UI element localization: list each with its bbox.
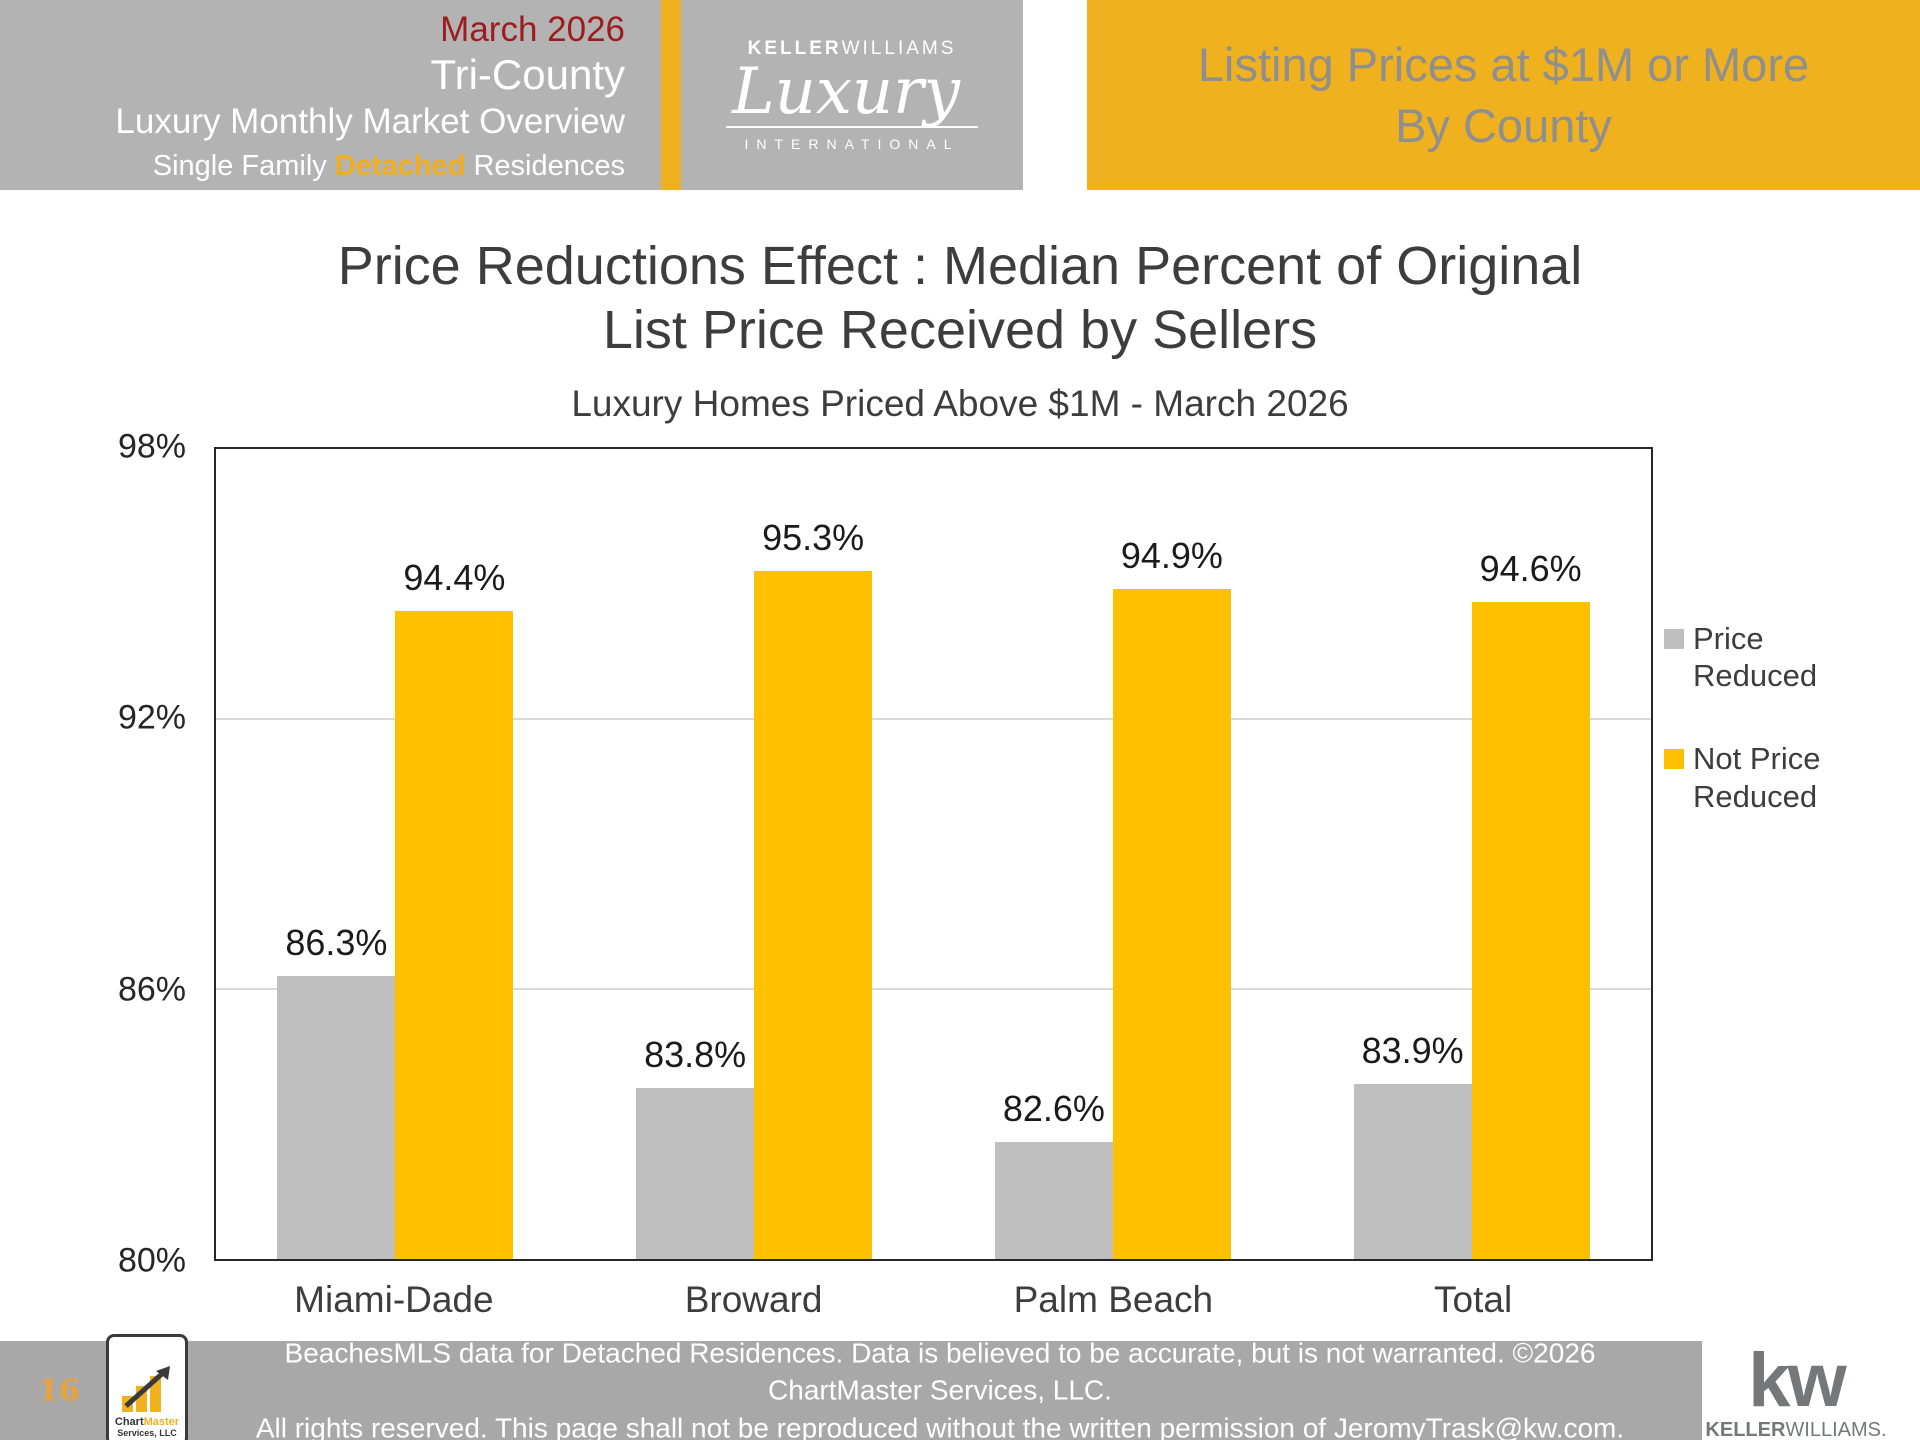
trend-arrow-icon [124, 1365, 170, 1408]
bar-value-label: 82.6% [1002, 1088, 1105, 1129]
header-subtitle: Single Family Detached Residences [153, 150, 625, 183]
legend-swatch [1664, 749, 1684, 770]
legend-item: Not Price Reduced [1664, 740, 1914, 814]
bar [1471, 602, 1590, 1259]
bar-value-label: 83.8% [644, 1034, 747, 1075]
bar-value-label: 83.9% [1361, 1029, 1464, 1071]
y-axis-labels: 80% 86% 92% 98% [0, 428, 200, 1280]
x-axis-label: Palm Beach [1013, 1279, 1214, 1320]
kw-logo-mark: kw [1748, 1338, 1846, 1423]
legend-label: Price Reduced [1693, 621, 1818, 694]
bar-slot: 86.3% [277, 449, 396, 1259]
y-axis-label: 86% [117, 970, 186, 1009]
chart-title-line2: List Price Received by Sellers [602, 299, 1318, 360]
bar-value-label: 86.3% [285, 921, 388, 963]
chartmaster-logo-name: ChartMaster [115, 1416, 179, 1428]
kw-luxury-logo-script: Luxury [726, 60, 978, 128]
header-date: March 2026 [440, 10, 625, 49]
page-number: 16 [38, 1373, 80, 1408]
chartmaster-name-dark: Chart [114, 1415, 144, 1428]
bar [277, 975, 396, 1259]
header-subtitle-post: Residences [465, 150, 625, 182]
header-right-banner: Listing Prices at $1M or More By County [1087, 0, 1920, 190]
chart-subtitle: Luxury Homes Priced Above $1M - March 20… [571, 383, 1349, 424]
bar-value-label: 94.4% [403, 557, 506, 598]
bar-slot: 83.8% [636, 449, 755, 1259]
y-axis-label: 92% [117, 698, 186, 737]
chart-title: Price Reductions Effect : Median Percent… [0, 235, 1920, 362]
bar-icon [136, 1385, 147, 1412]
header-region: Tri-County [430, 51, 625, 98]
x-axis-labels: Miami-Dade Broward Palm Beach Total [214, 1261, 1653, 1331]
kw-luxury-logo-brand-bold: KELLER [747, 38, 842, 59]
bar [1353, 1083, 1472, 1259]
header-gold-divider [661, 0, 681, 190]
bar [1112, 588, 1231, 1259]
gridline [216, 988, 1651, 991]
legend: Price Reduced Not Price Reduced [1664, 620, 1914, 861]
x-axis-label: Miami-Dade [294, 1279, 494, 1320]
kw-name-light: WILLIAMS. [1785, 1419, 1887, 1440]
bar-value-label: 95.3% [762, 516, 865, 558]
kw-logo: kw KELLERWILLIAMS. [1690, 1338, 1902, 1440]
bar-group: 86.3% 94.4% [277, 449, 514, 1259]
legend-label: Not Price Reduced [1693, 741, 1821, 814]
legend-item: Price Reduced [1664, 620, 1914, 694]
header-right-line2: By County [1395, 99, 1612, 152]
bar-value-label: 94.9% [1120, 534, 1223, 576]
chartmaster-logo: ChartMaster Services, LLC [106, 1334, 188, 1440]
chartmaster-logo-bars-icon [122, 1364, 172, 1412]
kw-logo-name: KELLERWILLIAMS. [1690, 1419, 1902, 1440]
kw-luxury-logo: KELLERWILLIAMS Luxury INTERNATIONAL [681, 0, 1023, 190]
bar [636, 1088, 755, 1259]
x-axis-label: Total [1434, 1279, 1513, 1320]
bar [395, 611, 514, 1259]
plot-area: 86.3% 94.4% 83.8% 95.3% 82.6% 94.9% 83.9% 94.6% [214, 447, 1653, 1261]
bar-slot: 94.9% [1112, 449, 1231, 1259]
kw-luxury-logo-brand-light: WILLIAMS [841, 38, 957, 59]
bar-slot: 94.6% [1471, 449, 1590, 1259]
kw-luxury-logo-brand: KELLERWILLIAMS [748, 38, 957, 60]
kw-name-bold: KELLER [1705, 1419, 1786, 1440]
bar-group: 83.9% 94.6% [1353, 449, 1590, 1259]
header-subtitle-pre: Single Family [152, 150, 335, 182]
kw-luxury-logo-international: INTERNATIONAL [744, 136, 960, 152]
header-report-title: Luxury Monthly Market Overview [115, 102, 625, 141]
bar [754, 570, 873, 1259]
y-axis-label: 98% [117, 427, 186, 466]
bar [994, 1142, 1113, 1259]
chartmaster-logo-subname: Services, LLC [117, 1428, 177, 1438]
footer-disclaimer-line1: BeachesMLS data for Detached Residences.… [284, 1336, 1596, 1406]
chartmaster-name-gold: Master [143, 1415, 180, 1428]
bar-icon [150, 1375, 161, 1412]
header-subtitle-highlight: Detached [334, 150, 466, 182]
header-left-banner: March 2026 Tri-County Luxury Monthly Mar… [0, 0, 661, 190]
bar-value-label: 94.6% [1479, 548, 1582, 589]
bar-slot: 94.4% [395, 449, 514, 1259]
gridline [216, 718, 1651, 721]
bar-slot: 82.6% [994, 449, 1113, 1259]
bar-group: 83.8% 95.3% [636, 449, 873, 1259]
legend-swatch [1664, 629, 1684, 649]
footer-strip: 16 BeachesMLS data for Detached Residenc… [0, 1337, 1702, 1440]
y-axis-label: 80% [117, 1241, 186, 1280]
footer-disclaimer-line2: All rights reserved. This page shall not… [255, 1412, 1625, 1440]
chart-title-line1: Price Reductions Effect : Median Percent… [337, 236, 1583, 296]
bar-group: 82.6% 94.9% [994, 449, 1231, 1259]
footer-disclaimer: BeachesMLS data for Detached Residences.… [230, 1334, 1650, 1440]
x-axis-label: Broward [684, 1279, 823, 1320]
header-right-line1: Listing Prices at $1M or More [1197, 37, 1810, 91]
bar-slot: 95.3% [754, 449, 873, 1259]
bar-slot: 83.9% [1353, 449, 1472, 1259]
